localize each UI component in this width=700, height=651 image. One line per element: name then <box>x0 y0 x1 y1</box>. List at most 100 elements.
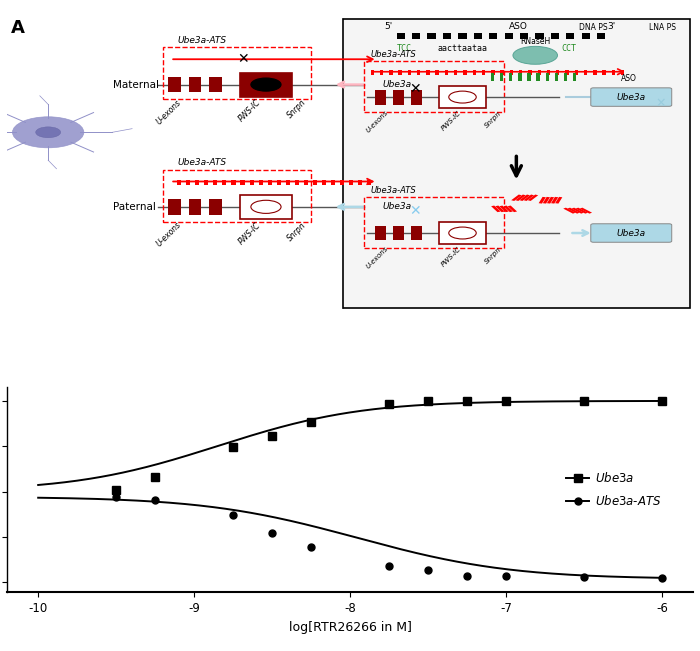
Bar <box>564 73 567 81</box>
Text: ✕: ✕ <box>410 204 421 218</box>
Bar <box>240 195 292 219</box>
Bar <box>163 169 311 222</box>
Bar <box>439 222 486 244</box>
Bar <box>536 73 540 81</box>
Bar <box>520 33 528 39</box>
Bar <box>603 70 606 75</box>
Bar <box>223 180 227 185</box>
Bar <box>495 206 505 212</box>
Text: Ube3a: Ube3a <box>382 80 411 89</box>
Text: PWS-IC: PWS-IC <box>440 246 462 268</box>
X-axis label: log[RTR26266 in M]: log[RTR26266 in M] <box>288 620 412 633</box>
Bar <box>331 180 335 185</box>
Bar <box>412 33 420 39</box>
Bar <box>580 208 592 214</box>
Bar <box>564 208 575 214</box>
Text: CCT: CCT <box>561 44 576 53</box>
Text: PWS-IC: PWS-IC <box>440 110 462 132</box>
Circle shape <box>36 127 61 138</box>
Bar <box>443 33 451 39</box>
Text: Ube3a: Ube3a <box>382 202 411 212</box>
Text: PWS-IC: PWS-IC <box>237 220 262 246</box>
Bar <box>439 86 486 108</box>
Bar <box>411 225 422 240</box>
Bar <box>489 33 497 39</box>
Bar <box>551 33 559 39</box>
Text: A: A <box>10 19 25 37</box>
Bar <box>556 70 559 75</box>
Bar <box>538 70 541 75</box>
Text: ✕: ✕ <box>237 52 248 66</box>
Bar <box>393 90 404 105</box>
Bar <box>186 180 190 185</box>
FancyBboxPatch shape <box>591 224 672 242</box>
Bar <box>249 180 253 185</box>
Bar <box>511 195 522 201</box>
Text: ✕: ✕ <box>410 82 421 96</box>
Text: ASO: ASO <box>509 22 528 31</box>
Bar <box>568 208 580 214</box>
Text: 3': 3' <box>608 22 615 31</box>
Bar <box>398 70 402 75</box>
Text: ASO: ASO <box>621 74 637 83</box>
Bar <box>417 70 421 75</box>
Text: Ube3a-ATS: Ube3a-ATS <box>370 186 416 195</box>
Bar <box>524 195 534 201</box>
Bar <box>214 180 218 185</box>
Bar <box>597 33 606 39</box>
Bar <box>612 70 615 75</box>
Bar <box>304 180 308 185</box>
Circle shape <box>251 201 281 214</box>
Bar <box>458 33 466 39</box>
Bar <box>499 206 509 212</box>
Text: U-exons: U-exons <box>155 220 183 249</box>
Bar <box>349 180 354 185</box>
Bar <box>519 195 530 201</box>
Bar <box>575 70 578 75</box>
Bar <box>566 70 569 75</box>
FancyBboxPatch shape <box>368 76 425 94</box>
Bar <box>189 77 201 92</box>
Bar <box>375 90 386 105</box>
Legend: $\it{Ube3a}$, $\it{Ube3a}$-$\it{ATS}$: $\it{Ube3a}$, $\it{Ube3a}$-$\it{ATS}$ <box>561 466 666 513</box>
Bar <box>168 77 181 92</box>
Bar <box>313 180 317 185</box>
Bar <box>500 70 504 75</box>
FancyBboxPatch shape <box>368 198 425 216</box>
Bar <box>519 70 522 75</box>
Bar <box>232 180 235 185</box>
Bar <box>295 180 299 185</box>
Bar <box>463 70 467 75</box>
Bar <box>575 208 588 214</box>
Text: Snrpn: Snrpn <box>484 246 503 265</box>
Bar <box>426 70 430 75</box>
Text: RNaseH: RNaseH <box>520 37 550 46</box>
Text: Ube3a: Ube3a <box>617 92 646 102</box>
Bar <box>545 73 549 81</box>
Bar <box>364 197 504 248</box>
Text: aacttaataa: aacttaataa <box>438 44 488 53</box>
Text: Paternal: Paternal <box>113 202 156 212</box>
Text: U-exons: U-exons <box>155 98 183 126</box>
Bar <box>518 73 522 81</box>
Circle shape <box>449 91 476 103</box>
Bar <box>573 73 576 81</box>
Bar <box>368 180 371 185</box>
Bar <box>500 73 503 81</box>
Bar <box>189 199 201 215</box>
FancyBboxPatch shape <box>591 88 672 106</box>
Bar <box>554 73 558 81</box>
Bar <box>566 33 575 39</box>
Bar <box>195 180 199 185</box>
Bar <box>593 70 596 75</box>
Bar <box>555 197 562 204</box>
Bar <box>389 70 393 75</box>
Text: PWS-IC: PWS-IC <box>237 98 262 124</box>
Bar <box>547 197 554 204</box>
Bar <box>168 199 181 215</box>
Bar <box>407 70 411 75</box>
Bar <box>340 180 344 185</box>
Bar <box>584 70 587 75</box>
Bar <box>582 33 590 39</box>
Bar <box>209 77 222 92</box>
